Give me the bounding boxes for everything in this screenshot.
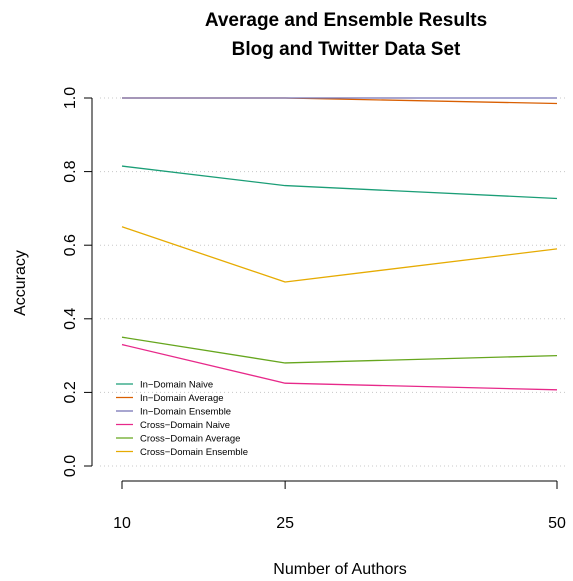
legend-label-0: In−Domain Naive [140,380,213,391]
y-tick-label: 0.8 [62,160,79,182]
series-line-5 [121,226,558,283]
y-tick-label: 0.2 [62,381,79,403]
y-tick-label: 0.6 [62,234,79,256]
legend-label-2: In−Domain Ensemble [140,407,231,418]
legend-label-1: In−Domain Average [140,393,224,404]
legend-label-3: Cross−Domain Naive [140,420,230,431]
y-tick-label: 0.4 [62,308,79,330]
series-line-0 [121,165,558,200]
series-lines [121,97,558,391]
axes: 0.0 0.2 0.4 0.6 0.8 1.0 10 25 50 [62,87,566,532]
series-line-1 [122,97,558,105]
y-tick-label: 1.0 [62,87,79,109]
series-line-3 [121,343,558,391]
x-tick-label: 50 [548,515,566,532]
chart-title: Average and Ensemble Results [205,10,487,31]
x-axis-title: Number of Authors [273,561,406,578]
legend-label-4: Cross−Domain Average [140,434,240,445]
chart-subtitle: Blog and Twitter Data Set [232,39,461,60]
series-line-4 [121,336,558,364]
y-tick-label: 0.0 [62,455,79,477]
x-tick-label: 25 [276,515,294,532]
legend: In−Domain Naive In−Domain Average In−Domai… [116,380,248,458]
legend-label-5: Cross−Domain Ensemble [140,447,248,458]
y-axis-title: Accuracy [12,250,29,316]
x-tick-label: 10 [113,515,131,532]
